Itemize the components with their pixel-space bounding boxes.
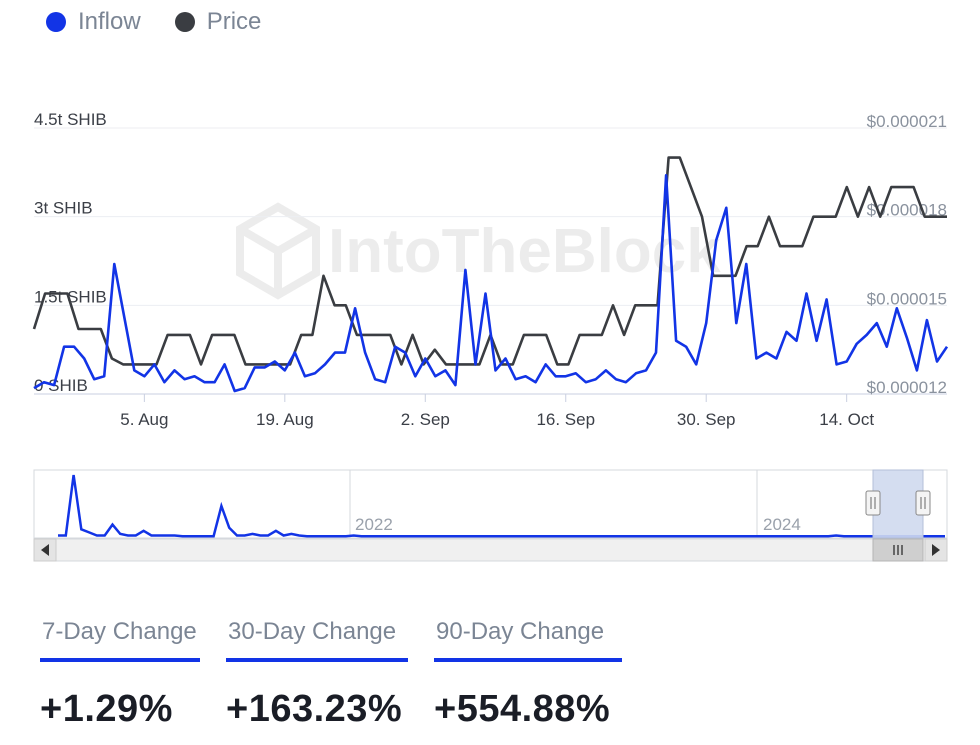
navigator-year-label: 2022 [355,515,393,534]
left-axis-tick-label: 1.5t SHIB [34,287,107,306]
left-axis-tick-label: 4.5t SHIB [34,110,107,129]
tab-label: 30-Day Change [228,618,397,645]
x-axis-tick-label: 14. Oct [819,410,874,429]
right-axis-tick-label: $0.000021 [867,112,947,131]
legend-label: Price [206,8,262,35]
left-axis-ticks: 0 SHIB 1.5t SHIB 3t SHIB 4.5t SHIB [34,110,107,395]
tab-underline [226,658,408,662]
x-axis-tick-label: 19. Aug [256,410,314,429]
scrollbar-thumb[interactable] [872,538,924,562]
inflow-legend-marker [46,12,66,32]
x-axis-tick-label: 2. Sep [401,410,450,429]
tab-label: 90-Day Change [436,618,605,645]
legend-item-price[interactable]: Price [174,8,262,36]
tab-underline [434,658,622,662]
tab-90-day-change[interactable]: 90-Day Change +554.88% [434,618,622,731]
navigator[interactable]: 2022 2024 [33,469,948,539]
left-axis-tick-label: 0 SHIB [34,376,88,395]
tab-30-day-change[interactable]: 30-Day Change +163.23% [226,618,408,731]
intotheblock-logo-icon [236,202,320,300]
x-axis-tick-label: 5. Aug [120,410,168,429]
navigator-scrollbar[interactable] [33,538,948,562]
inflow-series-line [33,174,949,393]
price-legend-marker [174,12,195,32]
legend-label: Inflow [78,8,141,35]
right-axis-tick-label: $0.000015 [867,289,947,308]
navigator-frame [33,469,948,539]
left-axis-tick-label: 3t SHIB [34,199,93,218]
tab-7-day-change[interactable]: 7-Day Change +1.29% [40,618,200,731]
series-lines [32,156,949,393]
scroll-right-button[interactable] [924,538,948,562]
scroll-right-arrow-icon [932,544,940,556]
watermark-text: IntoTheBlock [328,217,721,286]
legend-item-inflow[interactable]: Inflow [46,8,141,36]
change-value: +1.29% [40,688,173,730]
scrollbar-track[interactable] [33,538,948,562]
tab-label: 7-Day Change [42,618,197,645]
change-value: +163.23% [226,688,403,730]
scroll-left-arrow-icon [41,544,49,556]
price-series-line [32,156,947,366]
right-axis-tick-label: $0.000018 [867,201,947,220]
right-axis-tick-label: $0.000012 [867,378,947,397]
x-axis-tick-label: 30. Sep [677,410,736,429]
navigator-selection[interactable] [872,469,924,539]
change-tabs: 7-Day Change +1.29% 30-Day Change +163.2… [40,618,622,731]
change-value: +554.88% [434,688,611,730]
grid-lines [34,127,947,395]
scroll-left-button[interactable] [33,538,57,562]
right-axis-ticks: $0.000012 $0.000015 $0.000018 $0.000021 [867,112,947,397]
navigator-year-label: 2024 [763,515,801,534]
navigator-inflow-series [58,474,945,538]
x-axis-ticks: 5. Aug 19. Aug 2. Sep 16. Sep 30. Sep 14. Oct [120,394,874,429]
navigator-handle-left[interactable] [865,490,881,516]
x-axis-tick-label: 16. Sep [536,410,595,429]
navigator-handle-right[interactable] [915,490,931,516]
tab-underline [40,658,200,662]
chart-legend: Inflow Price [46,8,261,36]
watermark: IntoTheBlock [236,202,721,300]
